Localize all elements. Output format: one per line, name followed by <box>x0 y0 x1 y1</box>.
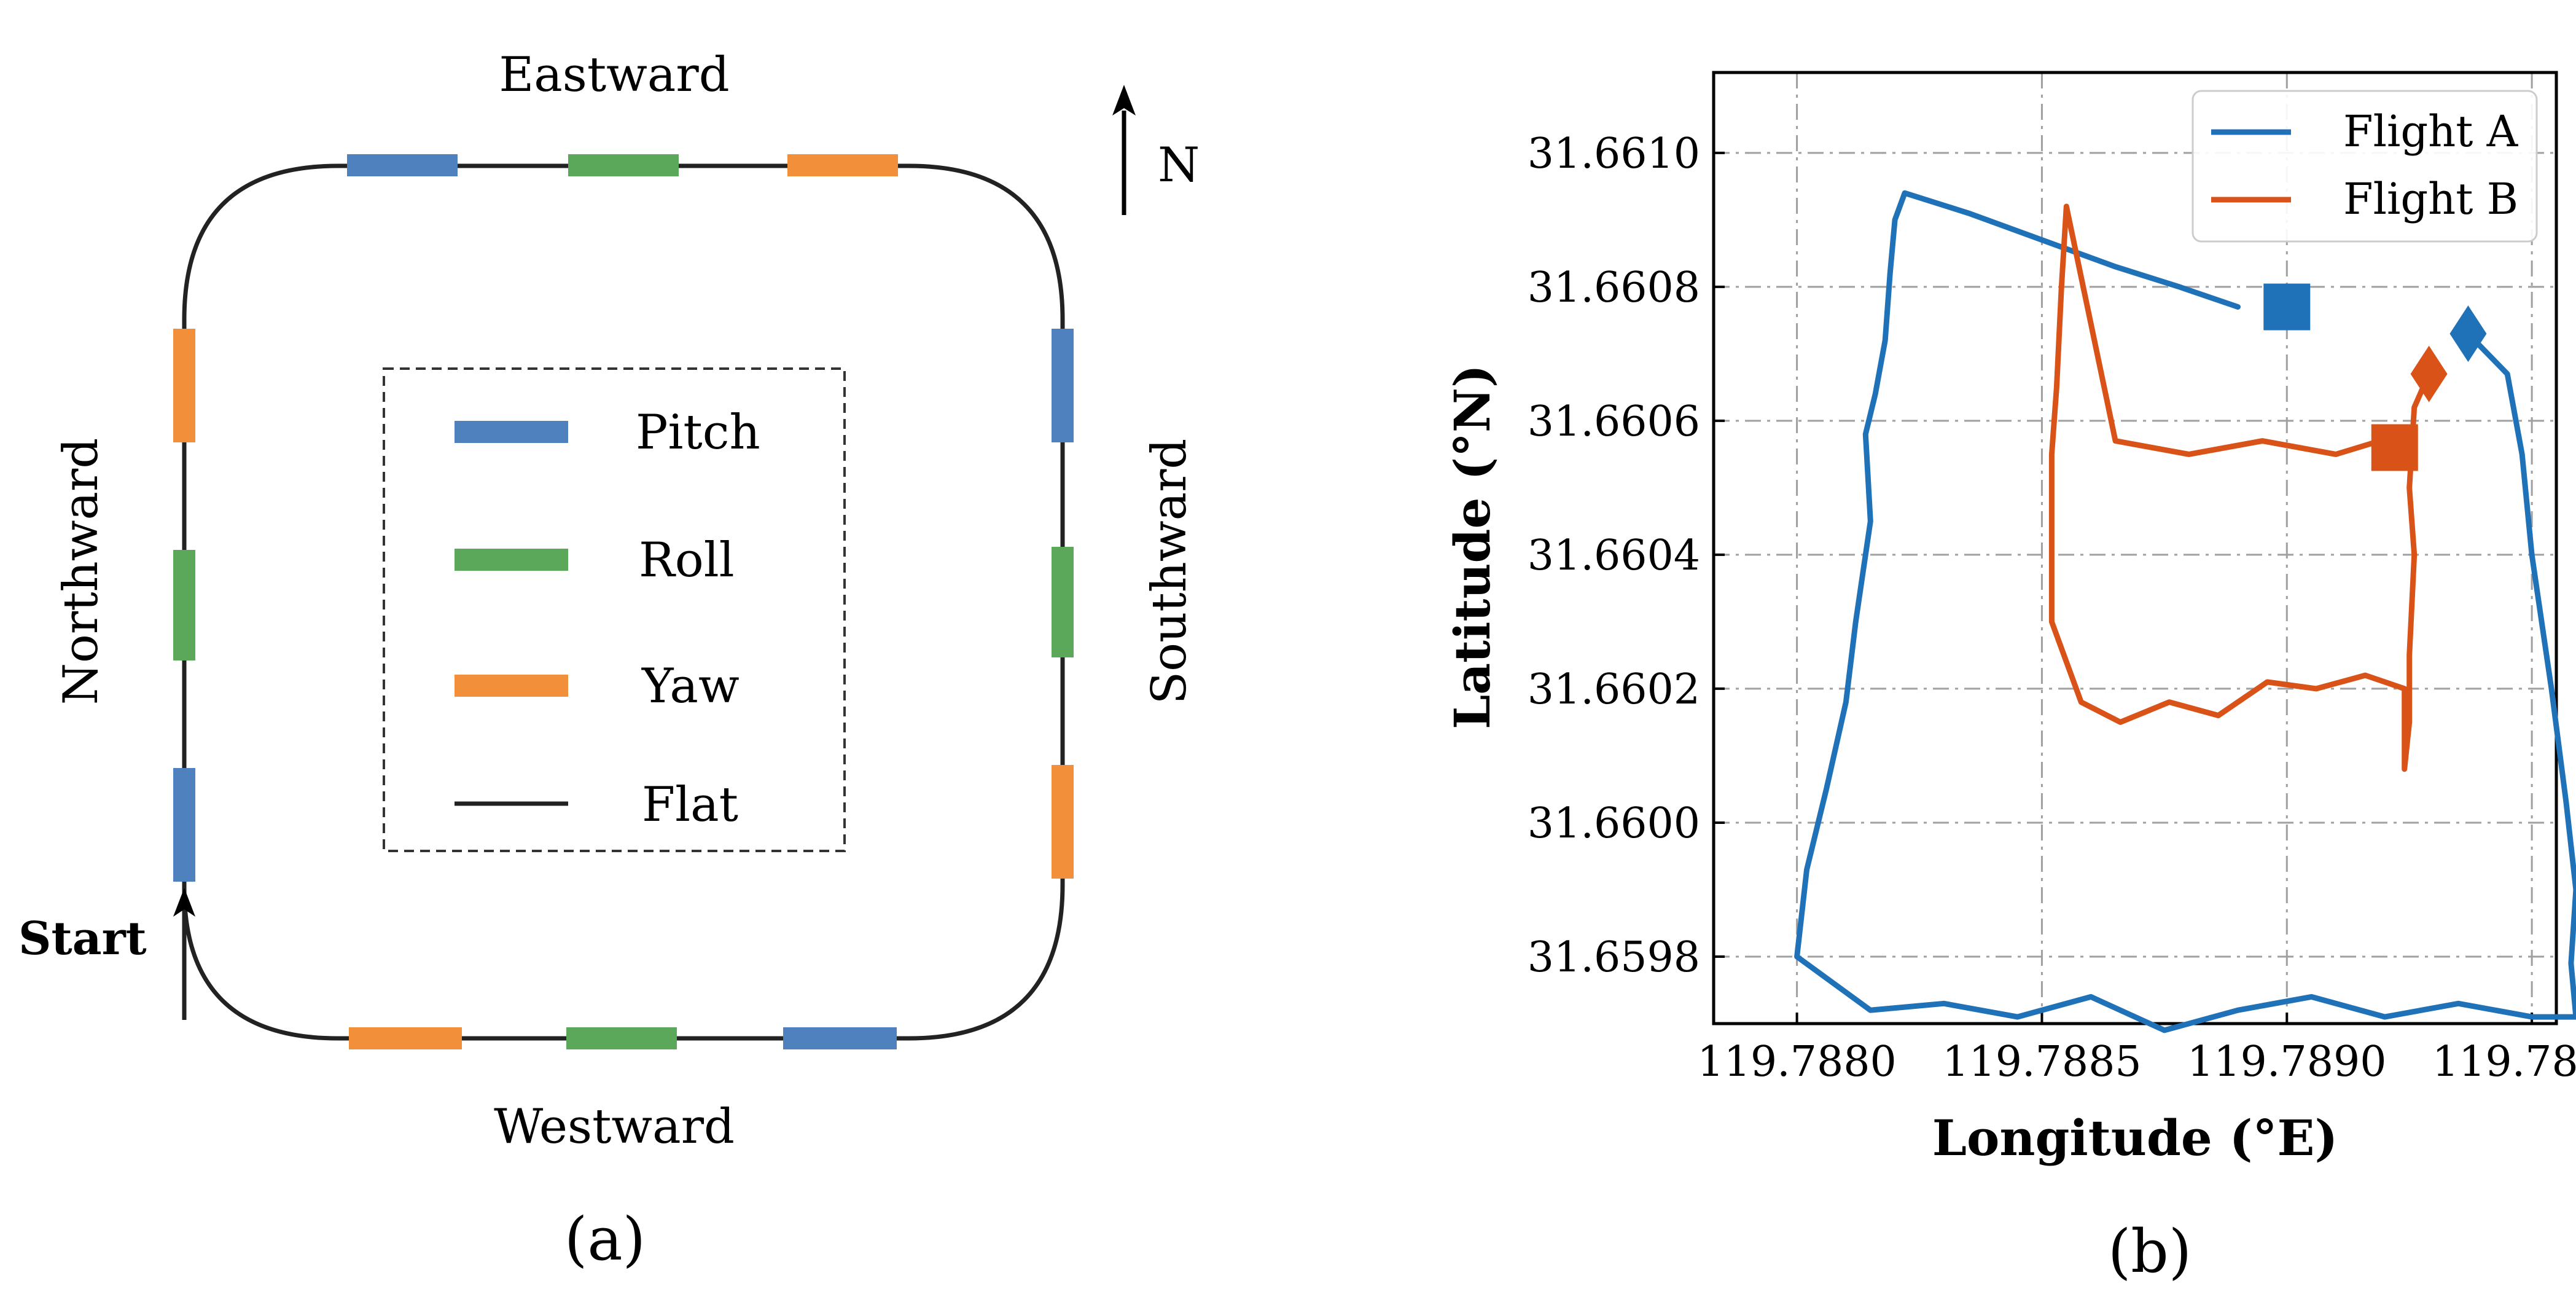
segment-top-roll <box>568 154 679 176</box>
segment-top-pitch <box>347 154 458 176</box>
label-eastward: Eastward <box>499 47 729 103</box>
legend-label-yaw: Yaw <box>641 659 740 714</box>
marker-square-flight-a <box>2263 283 2311 331</box>
series-line-flight-b <box>2048 203 2432 772</box>
segment-left-yaw <box>173 329 195 442</box>
markers-layer <box>2263 283 2487 471</box>
segment-left-roll <box>173 550 195 660</box>
segment-bottom-pitch <box>783 1027 897 1049</box>
legend-swatch-roll <box>455 549 568 571</box>
legend-label-flight-a: Flight A <box>2343 106 2519 157</box>
ticks: 119.7880 119.7885 119.7890 119.7895 31.6598 3… <box>1528 130 2576 1086</box>
start-label: Start <box>18 912 147 965</box>
segment-bottom-yaw <box>349 1027 462 1049</box>
y-tick-label: 31.6608 <box>1528 264 1700 312</box>
x-tick-label: 119.7890 <box>2187 1038 2386 1086</box>
label-southward: Southward <box>1142 439 1197 705</box>
segment-right-pitch <box>1052 329 1074 442</box>
caption-b: (b) <box>2108 1217 2192 1286</box>
panel-a: Eastward Westward Northward Southward N … <box>18 47 1200 1274</box>
segment-right-yaw <box>1052 765 1074 879</box>
legend-swatch-yaw <box>455 675 568 697</box>
y-tick-label: 31.6602 <box>1528 665 1700 714</box>
legend-box <box>383 367 846 852</box>
label-westward: Westward <box>494 1099 735 1154</box>
y-axis-title: Latitude (°N) <box>1443 364 1501 729</box>
marker-diamond-flight-a <box>2449 305 2487 362</box>
y-tick-label: 31.6604 <box>1528 531 1700 580</box>
series-line-flight-a <box>1794 190 2576 1033</box>
segment-left-pitch <box>173 768 195 882</box>
y-tick-label: 31.6598 <box>1528 933 1700 982</box>
x-tick-label: 119.7895 <box>2432 1038 2576 1086</box>
segment-bottom-roll <box>566 1027 677 1049</box>
start-arrow-icon <box>173 888 195 917</box>
plot-frame <box>1712 71 2558 1025</box>
legend-label-roll: Roll <box>639 533 735 588</box>
north-arrow-icon <box>1112 85 1136 116</box>
x-tick-label: 119.7880 <box>1697 1038 1896 1086</box>
y-tick-label: 31.6600 <box>1528 799 1700 848</box>
north-label: N <box>1158 138 1200 193</box>
legend-swatch-pitch <box>455 421 568 443</box>
legend-label-flight-b: Flight B <box>2343 174 2518 224</box>
x-tick-label: 119.7885 <box>1942 1038 2141 1086</box>
segment-right-roll <box>1052 547 1074 657</box>
caption-a: (a) <box>564 1205 646 1274</box>
x-axis-title: Longitude (°E) <box>1932 1109 2338 1167</box>
y-tick-label: 31.6606 <box>1528 398 1700 446</box>
marker-diamond-flight-b <box>2410 345 2448 402</box>
legend-label-pitch: Pitch <box>636 405 760 460</box>
label-northward: Northward <box>53 438 109 705</box>
y-tick-label: 31.6610 <box>1528 130 1700 178</box>
marker-square-flight-b <box>2371 424 2418 471</box>
panel-b: 119.7880 119.7885 119.7890 119.7895 31.6598 3… <box>1443 71 2576 1286</box>
series-layer <box>1794 190 2576 1033</box>
legend-label-flat: Flat <box>642 777 738 833</box>
segment-top-yaw <box>787 154 898 176</box>
chart-legend-box <box>2192 90 2538 243</box>
track-loop <box>182 163 1065 1041</box>
